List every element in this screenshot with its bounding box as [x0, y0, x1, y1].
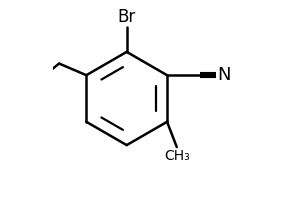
- Text: Br: Br: [118, 8, 136, 26]
- Text: N: N: [217, 66, 231, 84]
- Text: CH₃: CH₃: [164, 149, 190, 163]
